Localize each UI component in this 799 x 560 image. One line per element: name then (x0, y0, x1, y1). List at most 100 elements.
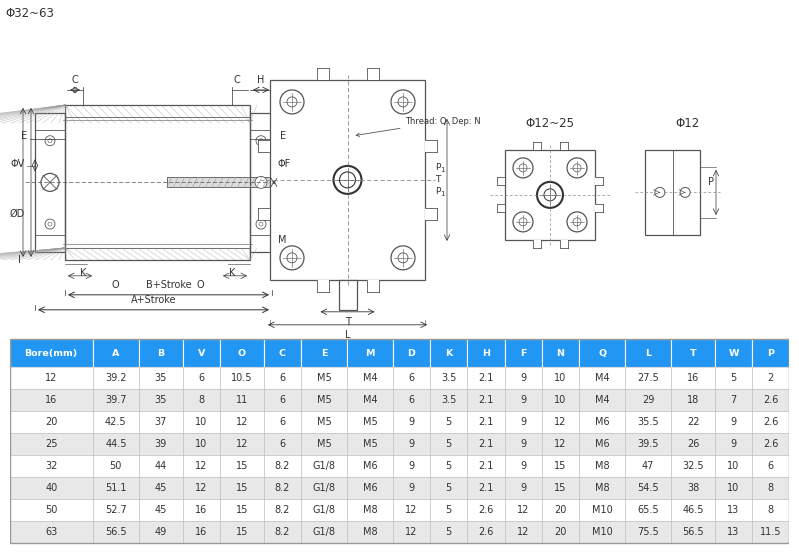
FancyBboxPatch shape (301, 389, 347, 412)
Text: 35: 35 (154, 374, 167, 384)
Text: 1: 1 (440, 191, 444, 197)
Text: 45: 45 (154, 483, 167, 493)
FancyBboxPatch shape (183, 339, 220, 367)
Bar (532, 240, 540, 248)
FancyBboxPatch shape (430, 389, 467, 412)
FancyBboxPatch shape (752, 412, 789, 433)
Text: E: E (320, 349, 327, 358)
Text: W: W (729, 349, 739, 358)
FancyBboxPatch shape (220, 455, 264, 477)
FancyBboxPatch shape (467, 389, 505, 412)
Text: 27.5: 27.5 (638, 374, 659, 384)
Text: 9: 9 (520, 374, 527, 384)
Text: 52.7: 52.7 (105, 505, 127, 515)
Text: G1/8: G1/8 (312, 483, 336, 493)
FancyBboxPatch shape (752, 477, 789, 499)
FancyBboxPatch shape (139, 455, 183, 477)
FancyBboxPatch shape (393, 367, 430, 389)
Text: 65.5: 65.5 (638, 505, 659, 515)
Text: 50: 50 (109, 461, 122, 472)
Text: 1: 1 (440, 167, 444, 173)
Bar (316, 280, 328, 292)
Text: Φ12~25: Φ12~25 (526, 117, 574, 130)
Text: B: B (157, 349, 165, 358)
Text: L: L (344, 330, 350, 340)
FancyBboxPatch shape (93, 412, 139, 433)
Text: 6: 6 (408, 395, 415, 405)
Text: I: I (18, 255, 21, 265)
FancyBboxPatch shape (752, 339, 789, 367)
FancyBboxPatch shape (347, 389, 393, 412)
FancyBboxPatch shape (542, 339, 579, 367)
Text: M10: M10 (592, 505, 613, 515)
FancyBboxPatch shape (467, 455, 505, 477)
FancyBboxPatch shape (220, 389, 264, 412)
Bar (595, 204, 603, 212)
FancyBboxPatch shape (542, 499, 579, 521)
FancyBboxPatch shape (220, 412, 264, 433)
Text: M4: M4 (363, 374, 377, 384)
Text: 6: 6 (279, 395, 285, 405)
FancyBboxPatch shape (301, 477, 347, 499)
FancyBboxPatch shape (93, 499, 139, 521)
Bar (35, 113, 65, 252)
Text: M: M (278, 235, 287, 245)
Text: 11.5: 11.5 (760, 527, 781, 537)
FancyBboxPatch shape (467, 339, 505, 367)
Text: 2: 2 (768, 374, 774, 384)
Text: ΦF: ΦF (278, 160, 292, 169)
Text: P: P (767, 349, 774, 358)
Text: 18: 18 (687, 395, 699, 405)
FancyBboxPatch shape (625, 433, 671, 455)
Text: 2.1: 2.1 (479, 461, 494, 472)
FancyBboxPatch shape (467, 412, 505, 433)
Text: T: T (435, 175, 440, 184)
FancyBboxPatch shape (579, 521, 625, 543)
Text: 12: 12 (517, 505, 530, 515)
Text: 56.5: 56.5 (105, 527, 126, 537)
Text: G1/8: G1/8 (312, 461, 336, 472)
Text: 16: 16 (195, 527, 208, 537)
FancyBboxPatch shape (625, 367, 671, 389)
Text: 10.5: 10.5 (231, 374, 252, 384)
Text: K: K (229, 268, 235, 278)
Text: 6: 6 (279, 417, 285, 427)
Text: Φ32~63: Φ32~63 (5, 7, 54, 20)
FancyBboxPatch shape (752, 521, 789, 543)
Text: 54.5: 54.5 (638, 483, 659, 493)
FancyBboxPatch shape (301, 412, 347, 433)
Text: 8.2: 8.2 (275, 505, 290, 515)
FancyBboxPatch shape (752, 499, 789, 521)
Text: 9: 9 (730, 417, 737, 427)
Text: 9: 9 (408, 461, 415, 472)
FancyBboxPatch shape (505, 455, 542, 477)
Text: 10: 10 (555, 374, 566, 384)
Text: M: M (365, 349, 375, 358)
FancyBboxPatch shape (183, 389, 220, 412)
Text: 8: 8 (768, 483, 774, 493)
Circle shape (655, 188, 665, 197)
FancyBboxPatch shape (715, 412, 752, 433)
Text: 35: 35 (154, 395, 167, 405)
Bar (270, 80, 425, 280)
FancyBboxPatch shape (347, 521, 393, 543)
Text: 13: 13 (727, 527, 740, 537)
FancyBboxPatch shape (183, 412, 220, 433)
Text: 7: 7 (730, 395, 737, 405)
Text: 10: 10 (195, 439, 208, 449)
FancyBboxPatch shape (430, 339, 467, 367)
Text: C: C (279, 349, 286, 358)
Text: 3.5: 3.5 (441, 395, 456, 405)
FancyBboxPatch shape (542, 412, 579, 433)
Text: 5: 5 (446, 439, 452, 449)
FancyBboxPatch shape (10, 521, 93, 543)
Text: 13: 13 (727, 505, 740, 515)
FancyBboxPatch shape (301, 521, 347, 543)
FancyBboxPatch shape (715, 499, 752, 521)
Text: E: E (280, 131, 286, 141)
FancyBboxPatch shape (467, 477, 505, 499)
Text: 2.6: 2.6 (479, 527, 494, 537)
FancyBboxPatch shape (579, 433, 625, 455)
FancyBboxPatch shape (579, 499, 625, 521)
FancyBboxPatch shape (625, 339, 671, 367)
